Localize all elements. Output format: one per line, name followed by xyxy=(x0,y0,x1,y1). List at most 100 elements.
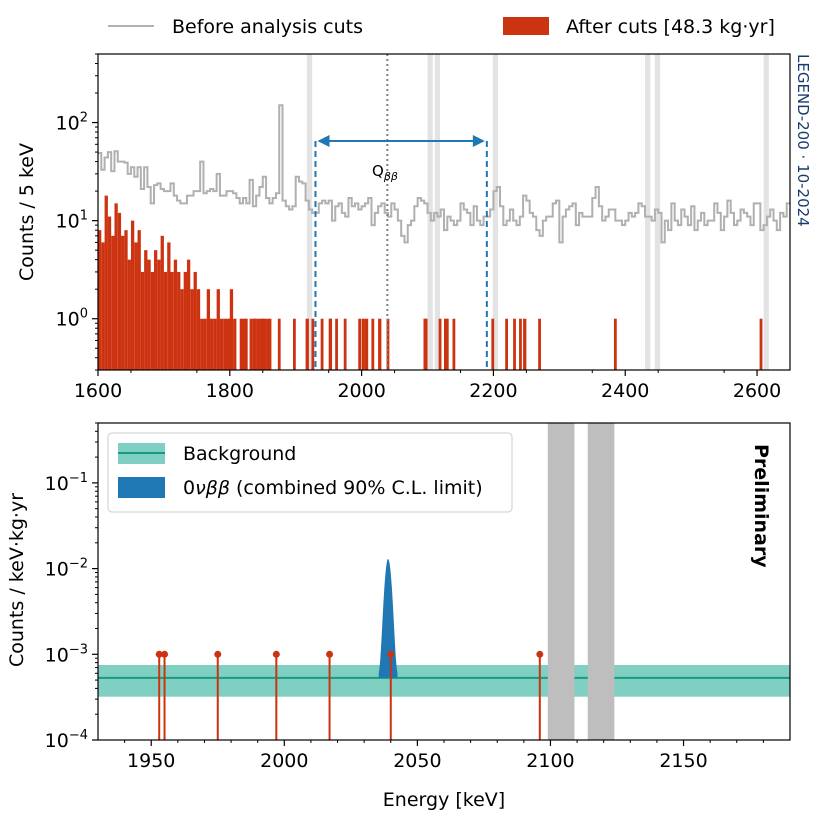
after-cuts-bar xyxy=(111,235,115,370)
preliminary-label: Preliminary xyxy=(750,444,772,568)
after-cuts-bar xyxy=(266,318,270,370)
top-y-tick-label: 101 xyxy=(56,209,88,233)
event-marker xyxy=(536,650,544,658)
after-cuts-event xyxy=(613,318,617,370)
after-cuts-bar xyxy=(167,242,171,370)
bottom-y-ticks: 10−4 10−3 10−2 10−1 xyxy=(45,422,98,752)
after-cuts-bar xyxy=(177,271,181,370)
after-cuts-bar xyxy=(262,318,267,370)
top-x-tick-label: 2200 xyxy=(469,380,517,402)
bottom-legend-frame xyxy=(107,432,513,513)
after-cuts-bar xyxy=(160,235,164,370)
after-cuts-event xyxy=(491,318,495,370)
legend-background-label: Background xyxy=(183,443,296,465)
legend-before-label: Before analysis cuts xyxy=(172,16,363,38)
after-cuts-bar xyxy=(183,271,187,370)
after-cuts-bar xyxy=(226,318,230,370)
top-excluded-band xyxy=(492,54,499,370)
after-cuts-bar xyxy=(361,318,365,370)
bottom-panel: 1950 2000 2050 2100 2150 10−4 10−3 10−2 10−1 En… xyxy=(6,422,791,811)
bottom-y-tick-label: 10−1 xyxy=(45,471,88,495)
after-cuts-bar xyxy=(233,318,237,370)
after-cuts-bar xyxy=(144,250,148,370)
after-cuts-bar xyxy=(154,250,158,370)
after-cuts-event xyxy=(371,318,375,370)
event-marker xyxy=(155,650,163,658)
legend-after-swatch xyxy=(503,17,549,35)
bottom-x-tick-label: 2100 xyxy=(526,750,574,772)
after-cuts-event xyxy=(538,318,541,370)
after-cuts-bar xyxy=(242,318,247,370)
event-marker xyxy=(387,650,395,658)
bottom-y-tick-label: 10−3 xyxy=(45,642,88,666)
after-cuts-event xyxy=(228,318,232,370)
after-cuts-bar xyxy=(196,289,201,370)
top-excluded-band xyxy=(306,54,313,370)
bottom-excluded-bands xyxy=(547,423,615,740)
bottom-x-ticks: 1950 2000 2050 2100 2150 xyxy=(124,740,764,772)
after-cuts-event xyxy=(343,318,347,370)
after-cuts-bar xyxy=(186,259,191,370)
after-cuts-bar xyxy=(256,318,260,370)
after-cuts-event xyxy=(438,318,442,370)
roi-arrow-right-head xyxy=(472,135,485,147)
top-x-tick-label: 2000 xyxy=(337,380,385,402)
top-y-axis-label: Counts / 5 keV xyxy=(16,143,38,281)
bottom-excluded-band xyxy=(547,423,575,740)
after-cuts-bar xyxy=(107,216,112,370)
after-cuts-bar xyxy=(98,230,102,370)
after-cuts-event xyxy=(423,318,427,370)
after-cuts-bar xyxy=(147,259,151,370)
background-band xyxy=(98,665,790,697)
after-cuts-event xyxy=(358,318,362,370)
after-cuts-bar xyxy=(364,318,369,370)
qbb-label: Qββ xyxy=(372,162,398,183)
roi-arrow-left-head xyxy=(317,135,330,147)
after-cuts-bar xyxy=(305,318,309,370)
top-excluded-band xyxy=(763,54,769,370)
after-cuts-bar xyxy=(134,242,138,370)
bottom-x-tick-label: 1950 xyxy=(127,750,175,772)
after-cuts-bar xyxy=(190,289,194,370)
after-cuts-event xyxy=(452,318,456,370)
after-cuts-bar xyxy=(239,318,243,370)
legend-signal-label: 0νββ (combined 90% C.L. limit) xyxy=(183,477,483,499)
top-plot-frame xyxy=(97,53,791,371)
event-marker xyxy=(272,650,280,658)
top-x-tick-label: 2400 xyxy=(601,380,649,402)
after-cuts-bar xyxy=(523,318,527,370)
bottom-x-tick-label: 2050 xyxy=(393,750,441,772)
top-before-histogram xyxy=(98,104,790,244)
after-cuts-bar xyxy=(117,212,122,370)
top-x-tick-label: 2600 xyxy=(733,380,781,402)
bottom-x-tick-label: 2000 xyxy=(260,750,308,772)
bottom-y-tick-label: 10−4 xyxy=(45,728,88,752)
bottom-x-axis-label: Energy [keV] xyxy=(383,789,505,811)
top-legend: Before analysis cuts After cuts [48.3 kg… xyxy=(108,16,775,38)
after-cuts-bar xyxy=(249,318,253,370)
after-cuts-event xyxy=(759,318,763,370)
top-y-tick-label: 102 xyxy=(56,111,88,135)
after-cuts-bar xyxy=(206,289,211,370)
bottom-excluded-band xyxy=(587,423,615,740)
top-after-histogram xyxy=(98,195,763,370)
after-cuts-bar xyxy=(130,220,135,370)
top-x-ticks: 1600 1800 2000 2200 2400 2600 xyxy=(74,370,781,402)
top-y-tick-label: 100 xyxy=(56,307,88,331)
after-cuts-event xyxy=(445,318,449,370)
legend-signal-swatch xyxy=(118,477,165,498)
top-excluded-band xyxy=(645,54,651,370)
roi-window xyxy=(314,54,488,370)
after-cuts-bar xyxy=(121,235,125,370)
after-cuts-event xyxy=(335,318,338,370)
after-cuts-event xyxy=(261,318,265,370)
after-cuts-bar xyxy=(216,289,220,370)
after-cuts-bar xyxy=(259,318,263,370)
after-cuts-bar xyxy=(124,230,128,370)
after-cuts-event xyxy=(320,318,324,370)
watermark: LEGEND-200 · 10-2024 xyxy=(794,54,812,227)
after-cuts-bar xyxy=(378,318,382,370)
after-cuts-bar xyxy=(210,318,214,370)
legend-after-label: After cuts [48.3 kg·yr] xyxy=(566,16,775,38)
